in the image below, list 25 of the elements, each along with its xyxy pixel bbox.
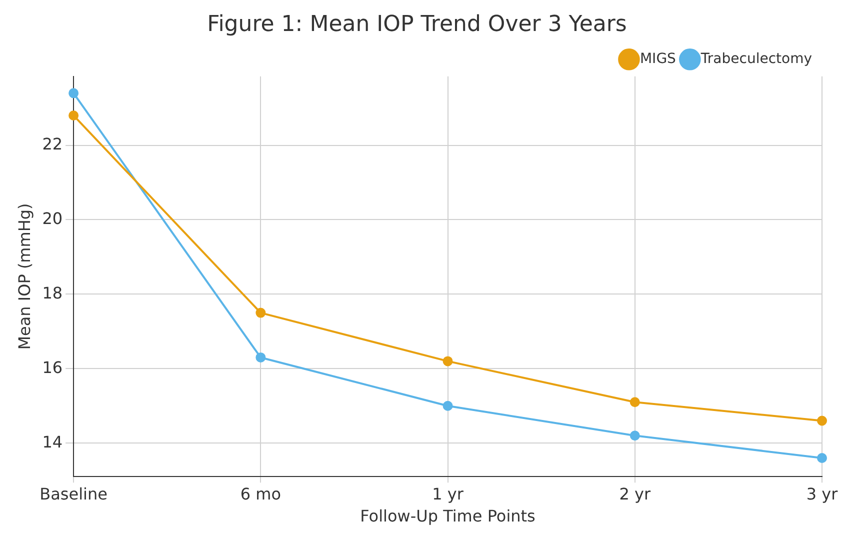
x-tick-label: 6 mo [240, 484, 281, 504]
x-tick-label: Baseline [40, 484, 108, 504]
y-tick-label: 14 [42, 432, 63, 452]
x-axis-title: Follow-Up Time Points [360, 506, 536, 526]
point [442, 400, 453, 411]
y-tick-label: 22 [42, 134, 63, 154]
point [68, 110, 79, 120]
chart-title: Figure 1: Mean IOP Trend Over 3 Years [207, 12, 627, 37]
legend-label: MIGS [640, 51, 676, 68]
legend-label: Trabeculectomy [700, 51, 812, 68]
point [68, 88, 79, 98]
point [630, 397, 640, 408]
point [817, 452, 827, 463]
y-axis-title: Mean IOP (mmHg) [14, 203, 34, 350]
x-tick-label: 2 yr [619, 484, 651, 504]
point [256, 308, 266, 318]
point [817, 416, 827, 426]
point [442, 356, 453, 366]
y-tick-label: 20 [42, 208, 63, 228]
point [256, 352, 266, 362]
y-tick-label: 18 [42, 283, 63, 302]
point [630, 430, 640, 441]
x-tick-label: 1 yr [432, 484, 464, 504]
x-tick-label: 3 yr [806, 484, 838, 504]
y-tick-label: 16 [42, 358, 63, 377]
